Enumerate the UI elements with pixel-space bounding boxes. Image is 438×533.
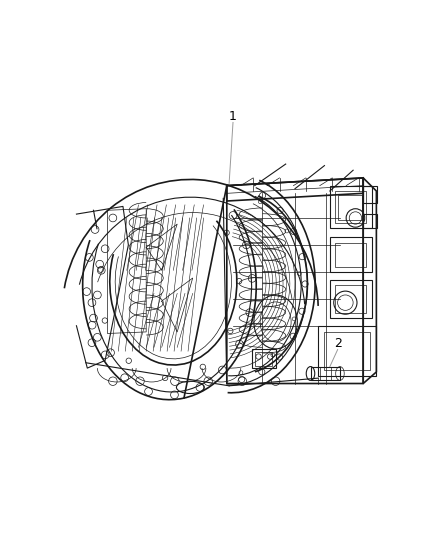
Bar xyxy=(330,237,372,272)
Bar xyxy=(330,185,372,228)
Bar xyxy=(311,367,340,381)
Bar xyxy=(330,280,372,318)
Bar xyxy=(363,185,377,203)
Bar xyxy=(363,214,377,228)
Bar xyxy=(255,352,272,366)
Text: 1: 1 xyxy=(229,110,237,123)
Bar xyxy=(336,285,366,313)
Bar xyxy=(336,243,366,267)
Bar xyxy=(336,191,366,223)
Bar xyxy=(338,195,362,220)
Bar xyxy=(252,349,276,368)
Bar xyxy=(318,326,376,376)
Bar xyxy=(324,332,370,370)
Text: 2: 2 xyxy=(334,337,342,350)
